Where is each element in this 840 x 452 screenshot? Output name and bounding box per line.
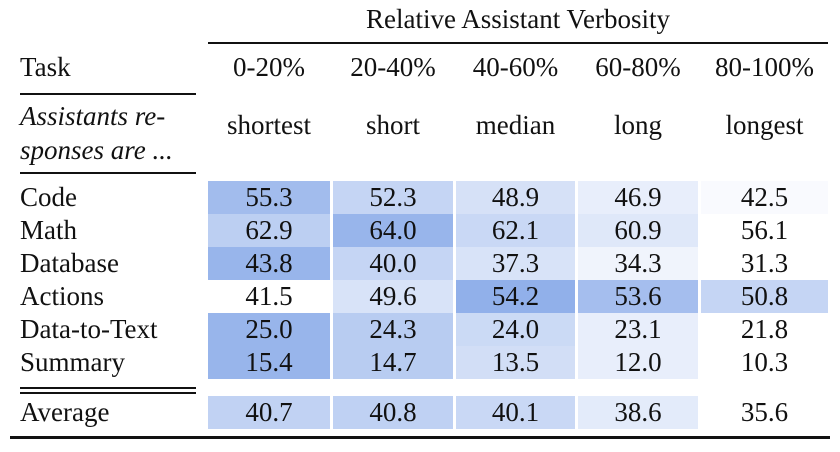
- descriptor-label-line1: Assistants re-: [20, 101, 166, 131]
- descriptor-1: short: [366, 110, 420, 140]
- average-rule-bottom: [20, 392, 196, 394]
- row-task-label: Math: [20, 215, 77, 245]
- row-task-label: Code: [20, 182, 77, 212]
- table-cell: 54.2: [456, 280, 575, 313]
- descriptor-label-line2: sponses are ...: [20, 135, 173, 165]
- descriptor-0: shortest: [227, 110, 311, 140]
- average-cell: 40.1: [456, 396, 575, 429]
- average-cell: 40.8: [333, 396, 453, 429]
- descriptor-3: long: [613, 110, 662, 140]
- row-task-label: Summary: [20, 347, 125, 377]
- table-cell: 41.5: [208, 280, 330, 313]
- average-cell: 35.6: [701, 396, 828, 429]
- table-cell: 49.6: [333, 280, 453, 313]
- table-cell: 56.1: [701, 214, 828, 247]
- table-cell: 14.7: [333, 346, 453, 379]
- table-cell: 25.0: [208, 313, 330, 346]
- bin-header: 20-40%: [350, 52, 436, 82]
- table-cell: 60.9: [578, 214, 698, 247]
- table-cell: 40.0: [333, 247, 453, 280]
- table-cell: 53.6: [578, 280, 698, 313]
- table-cell: 52.3: [333, 181, 453, 214]
- average-cell: 38.6: [578, 396, 698, 429]
- bin-header: 60-80%: [595, 52, 681, 82]
- task-header: Task: [20, 52, 71, 82]
- bottom-rule: [10, 436, 830, 439]
- average-label: Average: [20, 397, 110, 427]
- descriptor-rule: [20, 172, 196, 174]
- table-cell: 48.9: [456, 181, 575, 214]
- table-cell: 62.9: [208, 214, 330, 247]
- table-cell: 12.0: [578, 346, 698, 379]
- descriptor-4: longest: [725, 110, 804, 140]
- table-cell: 24.0: [456, 313, 575, 346]
- table-cell: 15.4: [208, 346, 330, 379]
- table-cell: 21.8: [701, 313, 828, 346]
- table-cell: 55.3: [208, 181, 330, 214]
- table-cell: 13.5: [456, 346, 575, 379]
- table-cell: 43.8: [208, 247, 330, 280]
- average-rule-top: [20, 387, 196, 389]
- table-cell: 62.1: [456, 214, 575, 247]
- table-cell: 42.5: [701, 181, 828, 214]
- table-cell: 34.3: [578, 247, 698, 280]
- bin-header: 40-60%: [472, 52, 559, 82]
- bin-header: 0-20%: [233, 52, 305, 82]
- group-header-rule: [208, 42, 828, 44]
- descriptor-2: median: [475, 110, 556, 140]
- bin-header: 80-100%: [715, 52, 814, 82]
- row-task-label: Data-to-Text: [20, 314, 158, 344]
- table-cell: 23.1: [578, 313, 698, 346]
- table-cell: 46.9: [578, 181, 698, 214]
- table-cell: 31.3: [701, 247, 828, 280]
- table-cell: 64.0: [333, 214, 453, 247]
- table-cell: 37.3: [456, 247, 575, 280]
- average-cell: 40.7: [208, 396, 330, 429]
- row-task-label: Actions: [20, 281, 104, 311]
- header-rule: [20, 93, 196, 95]
- row-task-label: Database: [20, 248, 119, 278]
- table-cell: 24.3: [333, 313, 453, 346]
- table-cell: 50.8: [701, 280, 828, 313]
- group-header: Relative Assistant Verbosity: [366, 4, 670, 34]
- table-cell: 10.3: [701, 346, 828, 379]
